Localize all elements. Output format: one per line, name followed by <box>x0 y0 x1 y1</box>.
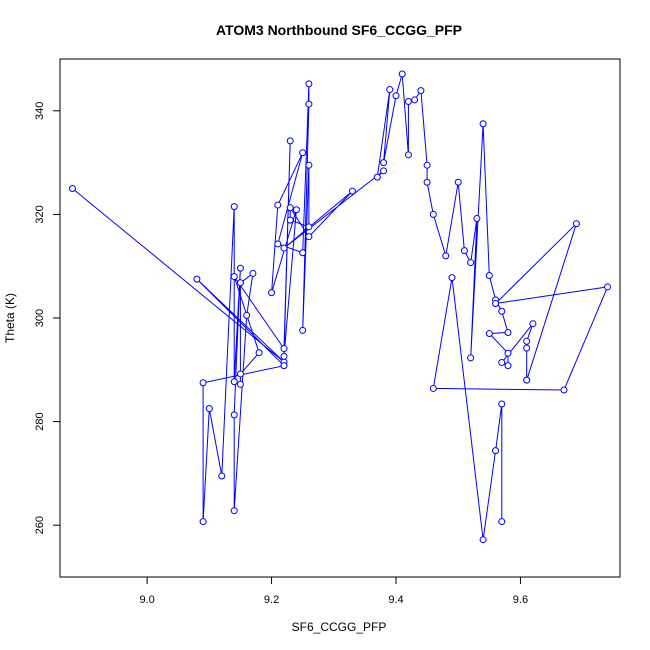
data-point <box>572 220 580 228</box>
data-point <box>429 210 437 218</box>
data-point <box>373 173 381 181</box>
data-point <box>404 97 412 105</box>
data-point <box>423 161 431 169</box>
data-point <box>193 275 201 283</box>
data-point <box>479 120 487 128</box>
data-point <box>504 349 512 357</box>
data-series <box>68 70 612 544</box>
y-tick-label: 300 <box>34 309 46 327</box>
data-point <box>305 161 313 169</box>
data-point <box>299 149 307 157</box>
data-point <box>498 307 506 315</box>
data-point <box>305 80 313 88</box>
data-point <box>255 349 263 357</box>
data-point <box>523 376 531 384</box>
x-tick-label: 9.0 <box>139 594 154 606</box>
data-point <box>404 151 412 159</box>
data-point <box>498 400 506 408</box>
data-point <box>348 187 356 195</box>
data-point <box>467 354 475 362</box>
data-point <box>492 299 500 307</box>
x-axis: 9.0 9.2 9.4 9.6 <box>139 576 528 606</box>
data-point <box>280 345 288 353</box>
data-point <box>523 337 531 345</box>
data-point <box>473 215 481 223</box>
y-tick-label: 320 <box>34 205 46 223</box>
data-point <box>398 70 406 78</box>
y-tick-label: 260 <box>34 516 46 534</box>
data-point <box>523 344 531 352</box>
data-point <box>604 283 612 291</box>
data-point <box>479 536 487 544</box>
data-point <box>205 405 213 413</box>
data-point <box>230 378 238 386</box>
series-line <box>72 73 609 540</box>
data-point <box>199 379 207 387</box>
plot-area-frame <box>59 58 621 578</box>
data-point <box>243 311 251 319</box>
data-point <box>236 279 244 287</box>
data-point <box>280 244 288 252</box>
data-point <box>274 201 282 209</box>
data-point <box>292 206 300 214</box>
data-point <box>236 264 244 272</box>
data-point <box>392 92 400 100</box>
data-point <box>411 96 419 104</box>
data-point <box>299 249 307 257</box>
data-point <box>485 330 493 338</box>
data-point <box>380 167 388 175</box>
data-point <box>268 289 276 297</box>
data-point <box>274 240 282 248</box>
data-point <box>423 178 431 186</box>
data-point <box>286 204 294 212</box>
data-point <box>498 518 506 526</box>
x-tick-label: 9.4 <box>388 594 403 606</box>
data-point <box>236 370 244 378</box>
data-point <box>230 273 238 281</box>
data-point <box>305 100 313 108</box>
data-point <box>386 86 394 94</box>
data-point <box>442 252 450 260</box>
data-point <box>236 380 244 388</box>
data-point <box>286 137 294 145</box>
data-point <box>230 411 238 419</box>
data-point <box>560 386 568 394</box>
data-point <box>380 159 388 167</box>
data-point <box>454 178 462 186</box>
data-point <box>199 518 207 526</box>
data-point <box>280 352 288 360</box>
data-point <box>230 203 238 211</box>
y-tick-label: 280 <box>34 412 46 430</box>
data-point <box>230 507 238 515</box>
data-point <box>286 216 294 224</box>
data-point <box>485 272 493 280</box>
x-axis-label: SF6_CCGG_PFP <box>292 620 387 634</box>
x-tick-label: 9.6 <box>513 594 528 606</box>
data-point <box>218 472 226 480</box>
chart-title: ATOM3 Northbound SF6_CCGG_PFP <box>216 22 462 38</box>
data-point <box>299 326 307 334</box>
data-point <box>529 320 537 328</box>
data-point <box>429 384 437 392</box>
data-point <box>504 329 512 337</box>
x-tick-label: 9.2 <box>264 594 279 606</box>
y-tick-label: 340 <box>34 102 46 120</box>
data-point <box>504 362 512 370</box>
data-point <box>448 274 456 282</box>
data-point <box>249 269 257 277</box>
y-axis: 260 280 300 320 340 <box>34 102 61 534</box>
data-point <box>467 259 475 267</box>
data-point <box>305 233 313 241</box>
data-point <box>492 447 500 455</box>
data-point <box>460 247 468 255</box>
y-axis-label: Theta (K) <box>3 293 17 343</box>
data-point <box>417 87 425 95</box>
data-point <box>68 185 76 192</box>
data-point <box>305 223 313 231</box>
data-point <box>498 359 506 367</box>
data-point <box>280 362 288 370</box>
